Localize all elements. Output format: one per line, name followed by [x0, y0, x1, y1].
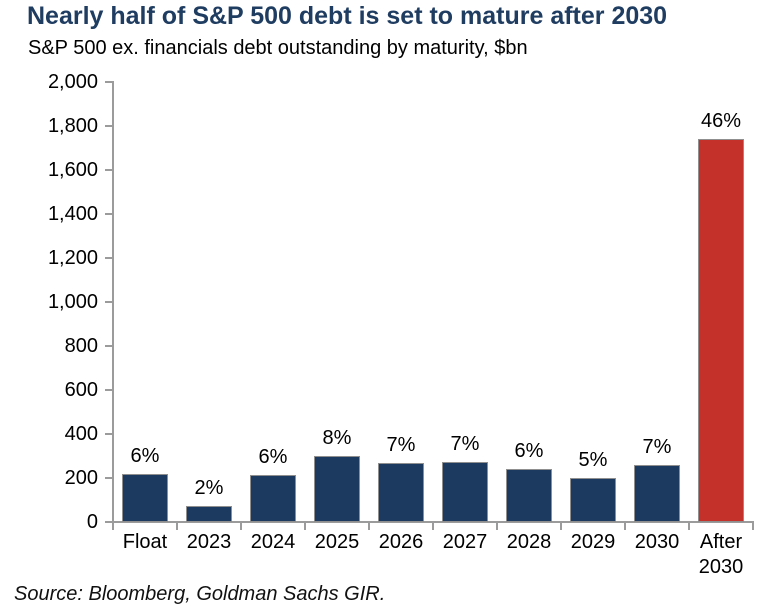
bar-value-label: 8%: [322, 427, 352, 450]
bar-value-label: 5%: [578, 449, 608, 471]
bar: [570, 478, 616, 522]
source-note: Source: Bloomberg, Goldman Sachs GIR.: [14, 583, 386, 605]
y-tick-mark: [105, 125, 112, 127]
y-axis-line: [112, 81, 114, 523]
x-category-label: 2029: [570, 531, 616, 553]
y-tick-mark: [105, 257, 112, 259]
y-tick-mark: [105, 213, 112, 215]
bar: [250, 474, 296, 522]
y-tick-label: 400: [64, 423, 98, 445]
y-tick-mark: [105, 521, 112, 523]
x-category-label: 2030: [634, 531, 680, 553]
chart-subtitle: S&P 500 ex. financials debt outstanding …: [28, 37, 528, 59]
bar-value-label: 7%: [386, 433, 416, 456]
x-category-label: 2023: [186, 531, 232, 553]
x-tick-mark: [752, 523, 754, 530]
x-tick-mark: [432, 523, 434, 530]
x-axis-line: [112, 521, 754, 523]
bar: [698, 139, 744, 522]
x-tick-mark: [624, 523, 626, 530]
y-tick-mark: [105, 345, 112, 347]
bar-value-label: 7%: [450, 433, 480, 456]
bar: [186, 506, 232, 522]
bar-value-label: 2%: [194, 477, 224, 500]
y-tick-label: 800: [64, 335, 98, 357]
x-category-label: 2026: [378, 531, 424, 553]
x-category-label: 2025: [314, 531, 360, 553]
x-tick-mark: [560, 523, 562, 530]
y-tick-mark: [105, 301, 112, 303]
x-category-label: 2027: [442, 531, 488, 553]
chart-title: Nearly half of S&P 500 debt is set to ma…: [27, 2, 668, 30]
y-tick-label: 1,600: [47, 159, 98, 181]
x-tick-mark: [688, 523, 690, 530]
y-tick-label: 1,800: [47, 115, 98, 137]
bar-value-label: 6%: [258, 445, 288, 468]
y-tick-mark: [105, 389, 112, 391]
bar-value-label: 7%: [642, 436, 672, 459]
y-tick-label: 1,000: [47, 291, 98, 313]
bar: [442, 462, 488, 522]
x-category-label: Float: [122, 531, 168, 553]
y-tick-label: 1,200: [47, 247, 98, 269]
bar-value-label: 6%: [514, 439, 544, 462]
y-tick-mark: [105, 477, 112, 479]
x-tick-mark: [240, 523, 242, 530]
bar: [506, 468, 552, 522]
bar: [122, 473, 168, 522]
x-category-label: 2024: [250, 531, 296, 553]
y-tick-label: 200: [64, 467, 98, 489]
x-category-label: 2028: [506, 531, 552, 553]
bar-value-label: 6%: [130, 444, 160, 467]
y-tick-mark: [105, 169, 112, 171]
bar: [314, 456, 360, 522]
x-tick-mark: [176, 523, 178, 530]
y-tick-label: 600: [64, 379, 98, 401]
x-tick-mark: [112, 523, 114, 530]
y-tick-mark: [105, 81, 112, 83]
bar: [378, 462, 424, 522]
x-category-label: After 2030: [698, 531, 744, 578]
y-tick-label: 1,400: [47, 203, 98, 225]
y-tick-label: 0: [86, 511, 98, 533]
x-tick-mark: [304, 523, 306, 530]
bar-value-label: 46%: [700, 110, 742, 133]
x-tick-mark: [496, 523, 498, 530]
x-tick-mark: [368, 523, 370, 530]
bar: [634, 465, 680, 522]
y-tick-label: 2,000: [47, 71, 98, 93]
y-tick-mark: [105, 433, 112, 435]
